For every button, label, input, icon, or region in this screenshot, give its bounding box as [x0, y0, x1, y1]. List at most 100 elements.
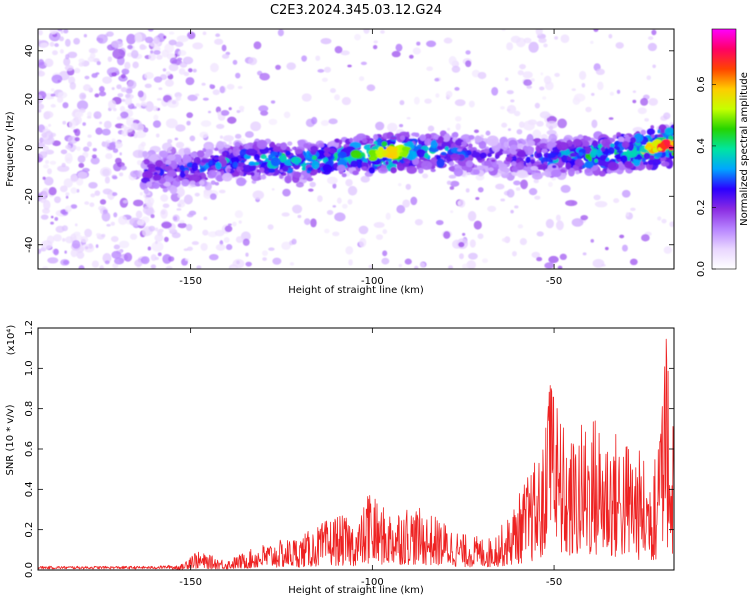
spectrogram-cell [510, 209, 514, 214]
spectrogram-cell [560, 184, 571, 193]
spectrogram-cell [84, 246, 89, 250]
spectrogram-cell [642, 161, 648, 166]
spectrogram-cell [398, 263, 403, 268]
spectrogram-cell [116, 84, 122, 90]
spectrogram-cell [102, 253, 112, 264]
spectrogram-cell [651, 29, 657, 36]
spectrogram-cell [250, 171, 255, 177]
spectrogram-cell [167, 138, 173, 144]
spectrogram-cell [112, 176, 118, 180]
spectrogram-cell [153, 36, 160, 44]
spectrogram-cell [142, 150, 148, 158]
spectrogram-cell [506, 188, 515, 198]
spectrogram-cell [59, 185, 68, 193]
spectrogram-panel: -150 -100 -50 -40 -20 0 20 40 Height of straig… [5, 28, 675, 296]
spectrogram-cell [259, 167, 265, 172]
spectrogram-cell [345, 178, 353, 187]
spectrogram-cell [591, 92, 595, 96]
spectrogram-cell [263, 166, 270, 171]
spectrogram-cell [182, 154, 192, 164]
spectrogram-cell [609, 143, 615, 148]
spectrogram-x-ticks: -150 -100 -50 [179, 29, 562, 287]
spectrogram-cell [646, 128, 656, 136]
spectrogram-cell [84, 201, 90, 205]
spectrogram-cell [90, 193, 96, 198]
spectrogram-cell [517, 224, 524, 229]
spectrogram-cell [382, 229, 388, 235]
spectrogram-cell [557, 265, 563, 269]
spectrogram-cell [320, 119, 330, 126]
spectrogram-cell [120, 87, 128, 93]
spectrogram-cell [192, 68, 197, 73]
spectrogram-cell [406, 165, 418, 174]
spectrogram-cell [492, 162, 498, 168]
spectrogram-cell [38, 151, 48, 159]
spectrogram-cell [516, 169, 528, 179]
spectrogram-cell [137, 90, 144, 98]
spectrogram-cell [565, 162, 572, 170]
spectrogram-cell [477, 187, 484, 193]
spectrogram-cell [399, 123, 404, 128]
spectrogram-cell [228, 107, 232, 111]
spectrogram-cell [135, 210, 143, 219]
spectrogram-cell [334, 94, 340, 101]
spectrogram-cell [209, 193, 217, 200]
spectrogram-cell [590, 239, 594, 243]
spectrogram-cell [430, 139, 439, 149]
spectrogram-cell [507, 128, 512, 131]
spectrogram-cell [86, 141, 92, 147]
spectrogram-cell [513, 180, 521, 186]
spectrogram-cell [38, 30, 43, 36]
spectrogram-cell [414, 265, 419, 269]
spectrogram-cell [436, 146, 443, 150]
spectrogram-cell [245, 261, 252, 267]
spectrogram-cell [47, 168, 52, 175]
spectrogram-cell [57, 29, 63, 32]
spectrogram-cell [380, 30, 385, 34]
spectrogram-cell [506, 90, 514, 95]
spectrogram-cell [652, 64, 656, 69]
spectrogram-cell [44, 58, 54, 68]
spectrogram-cell [144, 83, 152, 89]
spectrogram-cell [235, 236, 244, 243]
spectrogram-cell [101, 141, 110, 148]
spectrogram-cell [196, 265, 202, 269]
spectrogram-cell [295, 165, 300, 169]
spectrogram-cell [49, 29, 58, 35]
spectrogram-cell [292, 204, 303, 214]
spectrogram-y-tick-label: 40 [24, 44, 35, 57]
spectrogram-cell [211, 170, 217, 176]
spectrogram-cell [216, 140, 225, 150]
spectrogram-cell [110, 141, 116, 146]
spectrogram-cell [50, 104, 56, 108]
spectrogram-cell [520, 179, 528, 190]
spectrogram-cell [474, 164, 478, 168]
spectrogram-cell [472, 169, 480, 175]
spectrogram-cell [61, 225, 68, 232]
spectrogram-x-label: Height of straight line (km) [288, 285, 424, 296]
spectrogram-cell [210, 62, 219, 73]
spectrogram-x-tick-label: -100 [361, 276, 384, 287]
spectrogram-cell [71, 239, 81, 249]
spectrogram-cell [381, 257, 390, 265]
spectrogram-cell [161, 142, 173, 152]
spectrogram-cell [201, 82, 206, 86]
spectrogram-cell [530, 159, 535, 164]
spectrogram-cell [164, 79, 174, 87]
spectrogram-cell [61, 162, 66, 168]
spectrogram-cell [648, 155, 655, 161]
spectrogram-cell [465, 188, 470, 193]
spectrogram-cell [63, 29, 69, 34]
spectrogram-cell [78, 62, 85, 67]
spectrogram-cell [50, 221, 54, 225]
spectrogram-cell [286, 62, 297, 70]
spectrogram-cell [176, 208, 182, 211]
spectrogram-cell [100, 167, 112, 177]
spectrogram-cell [70, 174, 78, 183]
spectrogram-cell [593, 194, 601, 201]
spectrogram-cell [42, 176, 46, 180]
spectrogram-cell [435, 219, 444, 226]
spectrogram-cell [582, 140, 590, 147]
spectrogram-cell [205, 148, 214, 156]
